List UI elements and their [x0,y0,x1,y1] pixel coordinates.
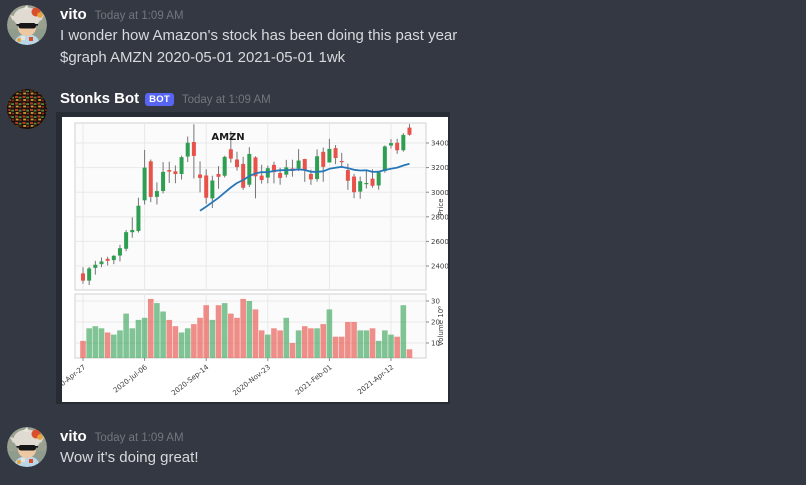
svg-text:Volume 10⁶: Volume 10⁶ [437,306,445,346]
svg-text:2400: 2400 [431,263,448,271]
bot-badge: BOT [145,92,174,106]
svg-text:10: 10 [431,340,440,348]
message-stonks-bot: Stonks Bot BOT Today at 1:09 AM 2400 2600… [7,89,450,404]
message-text: Wow it's doing great! [60,449,199,466]
message-author[interactable]: Stonks Bot [60,90,140,107]
vito-avatar[interactable] [7,427,47,467]
message-vito-1: vito Today at 1:09 AM I wonder how Amazo… [7,5,457,69]
message-author[interactable]: vito [60,428,87,445]
svg-text:30: 30 [431,298,440,306]
amzn-candlestick-chart: 2400260028003000320034001020302020-Apr-2… [48,117,449,402]
svg-text:20: 20 [431,319,440,327]
message-timestamp: Today at 1:09 AM [181,94,271,106]
message-timestamp: Today at 1:09 AM [94,10,184,22]
chart-attachment-image[interactable]: 2400260028003000320034001020302020-Apr-2… [48,112,450,404]
svg-text:3400: 3400 [431,140,448,148]
svg-text:2600: 2600 [431,238,448,246]
svg-text:3200: 3200 [431,164,448,172]
svg-text:3000: 3000 [431,189,448,197]
message-command-text: $graph AMZN 2020-05-01 2021-05-01 1wk [60,49,346,66]
svg-text:AMZN: AMZN [211,132,244,143]
message-vito-2: vito Today at 1:09 AM Wow it's doing gre… [7,427,199,469]
svg-text:2800: 2800 [431,213,448,221]
message-author[interactable]: vito [60,6,87,23]
message-timestamp: Today at 1:09 AM [94,432,184,444]
stock-chart-card: 2400260028003000320034001020302020-Apr-2… [48,117,449,402]
stonks-bot-avatar[interactable] [7,89,47,129]
svg-text:Price: Price [437,198,445,215]
message-text: I wonder how Amazon's stock has been doi… [60,27,458,44]
vito-avatar[interactable] [7,5,47,45]
